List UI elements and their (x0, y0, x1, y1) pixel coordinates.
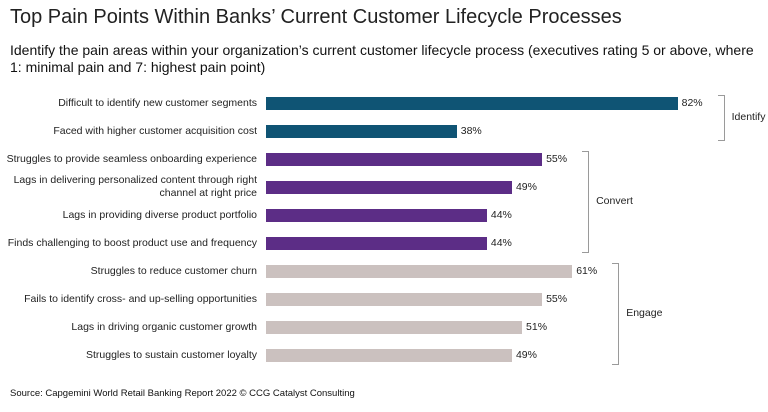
category-label: Lags in driving organic customer growth (71, 320, 257, 333)
value-label: 61% (576, 264, 598, 277)
value-label: 44% (490, 236, 512, 249)
bar (266, 152, 543, 166)
group-bracket (582, 151, 590, 253)
category-label: Lags in delivering personalized content … (13, 174, 257, 199)
category-label: Struggles to provide seamless onboarding… (6, 152, 257, 165)
chart-title: Top Pain Points Within Banks’ Current Cu… (10, 6, 622, 28)
group-label: Engage (626, 307, 663, 319)
bar (266, 264, 573, 278)
bar (266, 208, 487, 222)
category-label: Finds challenging to boost product use a… (7, 236, 257, 249)
category-label: Faced with higher customer acquisition c… (53, 124, 257, 137)
category-label: Struggles to reduce customer churn (90, 264, 257, 277)
bar (266, 124, 457, 138)
bar (266, 320, 523, 334)
bar (266, 292, 543, 306)
source-note: Source: Capgemini World Retail Banking R… (10, 388, 355, 399)
bar (266, 180, 512, 194)
group-bracket (612, 263, 620, 365)
value-label: 38% (460, 124, 482, 137)
value-label: 51% (526, 320, 548, 333)
bar (266, 348, 512, 362)
group-bracket (717, 95, 725, 141)
value-label: 55% (546, 292, 568, 305)
group-label: Convert (596, 195, 633, 207)
category-label: Struggles to sustain customer loyalty (86, 348, 257, 361)
group-label: Identify (731, 111, 766, 123)
bar (266, 236, 487, 250)
value-label: 49% (515, 348, 537, 361)
category-label: Lags in providing diverse product portfo… (62, 208, 257, 221)
category-label: Fails to identify cross- and up-selling … (24, 292, 257, 305)
value-label: 55% (546, 152, 568, 165)
value-label: 49% (515, 180, 537, 193)
category-label: Difficult to identify new customer segme… (58, 96, 257, 109)
value-label: 44% (490, 208, 512, 221)
bar (266, 96, 678, 110)
chart-subtitle: Identify the pain areas within your orga… (10, 42, 754, 75)
value-label: 82% (681, 96, 703, 109)
